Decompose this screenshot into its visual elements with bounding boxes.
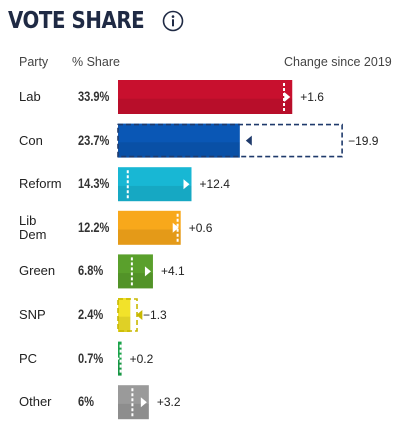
title-row: VOTE SHARE: [8, 4, 184, 38]
bar-shade: [118, 142, 240, 158]
info-icon[interactable]: [162, 10, 184, 32]
vote-share-bar: [118, 341, 122, 376]
change-value: +0.2: [129, 351, 154, 366]
bar-shade: [118, 98, 293, 114]
party-label: Other: [19, 394, 52, 410]
share-value: 33.9%: [78, 89, 110, 104]
change-arrow-icon: [113, 353, 120, 364]
vote-share-bar: [118, 210, 181, 245]
change-value: +3.2: [156, 395, 181, 410]
change-value: −19.9: [348, 133, 379, 148]
party-label: Lab: [19, 89, 41, 104]
share-value: 2.4%: [78, 307, 104, 322]
change-value: +0.6: [188, 220, 213, 235]
vote-share-bar: [118, 167, 192, 202]
change-arrow-icon: [144, 266, 151, 277]
change-value: −1.3: [143, 308, 167, 322]
chart-title: VOTE SHARE: [8, 8, 145, 34]
share-value: 6.8%: [78, 263, 104, 279]
share-value: 0.7%: [78, 350, 104, 366]
bar-shade: [118, 229, 181, 245]
change-column-header: Change since 2019: [284, 55, 392, 69]
change-arrow-icon: [183, 179, 190, 190]
share-value: 6%: [78, 394, 95, 410]
party-label: SNP: [19, 307, 46, 322]
vote-share-bar: [118, 298, 131, 332]
change-value: +1.6: [300, 90, 324, 104]
change-arrow-icon: [172, 222, 179, 233]
vote-share-bar: [118, 123, 240, 158]
party-label: Green: [19, 263, 56, 279]
share-value: 12.2%: [78, 219, 110, 235]
change-arrow-icon: [284, 92, 291, 102]
party-label: Lib Dem: [19, 212, 47, 242]
party-label: Reform: [19, 176, 62, 192]
bar-shade: [118, 185, 192, 202]
share-value: 14.3%: [78, 176, 110, 192]
change-arrow-icon: [245, 135, 252, 146]
party-label: PC: [19, 350, 38, 366]
vote-share-bar: [118, 80, 293, 114]
previous-share-outline: [117, 123, 343, 158]
share-value: 23.7%: [78, 132, 110, 148]
change-value: +4.1: [160, 264, 185, 279]
share-column-header: % Share: [72, 55, 120, 69]
change-arrow-icon: [136, 310, 143, 320]
bar-shade: [118, 273, 153, 289]
party-label: Con: [19, 132, 43, 148]
change-arrow-icon: [140, 397, 147, 408]
bar-shade: [118, 316, 131, 332]
bar-shade: [118, 403, 149, 420]
bar-shade: [118, 360, 122, 376]
party-column-header: Party: [19, 55, 49, 69]
change-value: +12.4: [199, 177, 230, 192]
